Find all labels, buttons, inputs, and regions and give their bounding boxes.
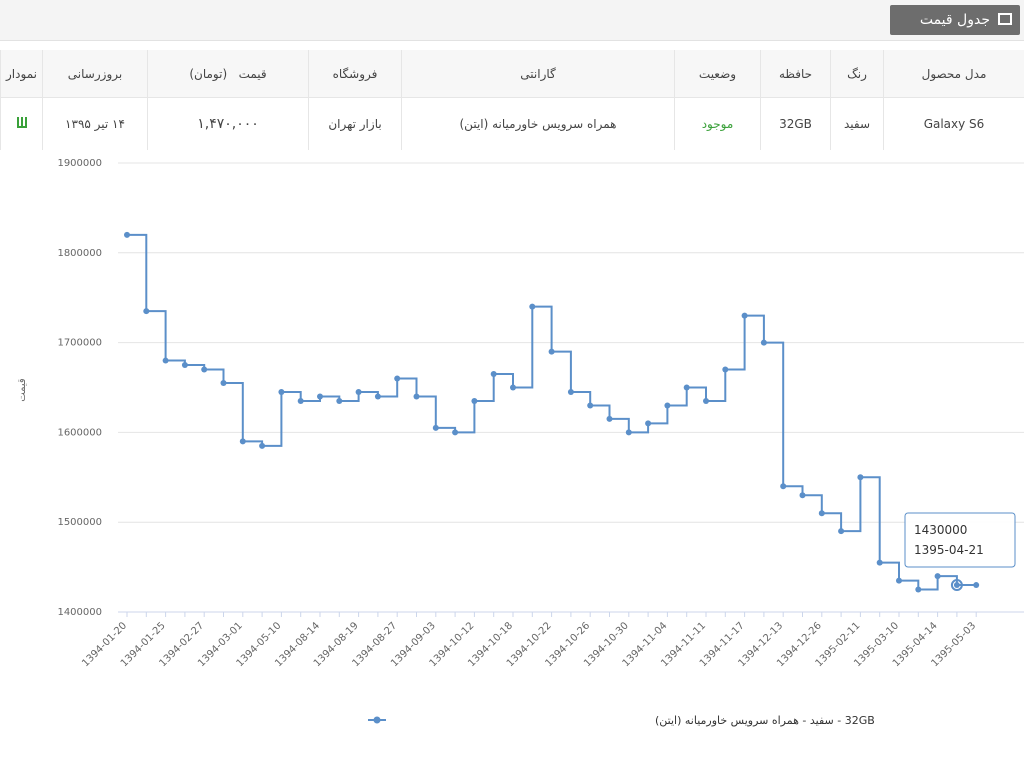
data-point [876, 559, 883, 566]
data-point [587, 402, 594, 409]
hover-marker [950, 579, 963, 592]
data-point [799, 492, 806, 499]
column-header: رنگ [830, 50, 884, 98]
data-point [703, 397, 709, 404]
column-header: گارانتی [401, 50, 675, 98]
data-point [625, 429, 632, 436]
data-point [394, 375, 401, 382]
price-line [127, 233, 977, 591]
cell: Galaxy S6 [883, 97, 1024, 150]
tooltip-date: 1395-04-21 [914, 543, 984, 557]
y-tick-label: 1800000 [57, 248, 102, 259]
y-tick-label: 1400000 [57, 607, 102, 618]
data-point [915, 586, 922, 593]
y-tick-label: 1700000 [57, 338, 102, 349]
data-point [143, 308, 150, 315]
data-point [760, 339, 767, 346]
y-tick-label: 1600000 [57, 427, 102, 438]
data-point [838, 528, 845, 535]
data-point [683, 384, 690, 391]
title-text: جدول قیمت [919, 12, 990, 28]
data-point [664, 402, 671, 409]
data-point [896, 577, 902, 584]
data-point [239, 438, 246, 445]
price-table: مدل محصول رنگ حافظه وضعیت گارانتی فروشگا… [0, 50, 1024, 150]
data-point [818, 510, 825, 517]
cell: موجود [674, 97, 761, 150]
data-point [355, 388, 362, 395]
y-tick-label: 1500000 [57, 517, 102, 528]
data-point [181, 362, 188, 369]
legend-label: 32GB - سفید - همراه سرویس خاورمیانه (ایت… [655, 714, 875, 727]
data-point [220, 380, 227, 387]
column-header: مدل محصول [883, 50, 1024, 98]
data-point [278, 388, 285, 395]
data-point [741, 312, 748, 319]
y-tick-label: 1900000 [57, 158, 102, 169]
data-point [201, 366, 208, 373]
data-point [490, 371, 497, 378]
data-point [259, 442, 266, 449]
toolbar: جدول قیمت [0, 0, 1024, 41]
data-point [374, 393, 381, 400]
data-point [124, 231, 130, 238]
data-point [722, 366, 729, 373]
section-title[interactable]: جدول قیمت [889, 5, 1020, 35]
column-header: بروزرسانی [42, 50, 148, 98]
data-point [934, 573, 941, 580]
data-point [529, 303, 536, 310]
column-header: حافظه [760, 50, 831, 98]
data-point [953, 582, 960, 589]
data-point [317, 393, 323, 400]
column-header: نمودار [0, 50, 43, 98]
cell: ۱۴ تیر ۱۳۹۵ [42, 97, 148, 150]
data-point [645, 420, 652, 427]
data-point [510, 384, 516, 391]
cell: بازار تهران [308, 97, 402, 150]
data-point [548, 348, 555, 355]
cell: همراه سرویس خاورمیانه (ایتن) [401, 97, 675, 150]
data-point [452, 429, 459, 436]
column-header: فروشگاه [308, 50, 402, 98]
tooltip-box [904, 512, 1016, 568]
chart: قیمت 1400000 1500000 1600000 1700000 1800000… [17, 158, 1024, 727]
cell: ۱,۴۷۰,۰۰۰ [147, 97, 309, 150]
data-point [567, 388, 574, 395]
data-point [336, 397, 343, 404]
data-point [780, 483, 787, 490]
column-header: وضعیت [674, 50, 761, 98]
data-point [162, 357, 169, 364]
chart-icon[interactable] [16, 117, 27, 128]
y-axis-label: قیمت [17, 378, 28, 402]
cell [0, 97, 43, 150]
column-header: قیمت (تومان) [147, 50, 309, 98]
cell: سفید [830, 97, 884, 150]
data-point [471, 397, 478, 404]
data-point [857, 474, 864, 481]
legend-marker [373, 716, 381, 724]
cell: 32GB [760, 97, 831, 150]
tooltip-value: 1430000 [914, 523, 967, 537]
data-point [432, 424, 439, 431]
data-point [973, 582, 980, 589]
data-point [413, 393, 420, 400]
data-point [606, 415, 613, 422]
data-point [297, 397, 304, 404]
